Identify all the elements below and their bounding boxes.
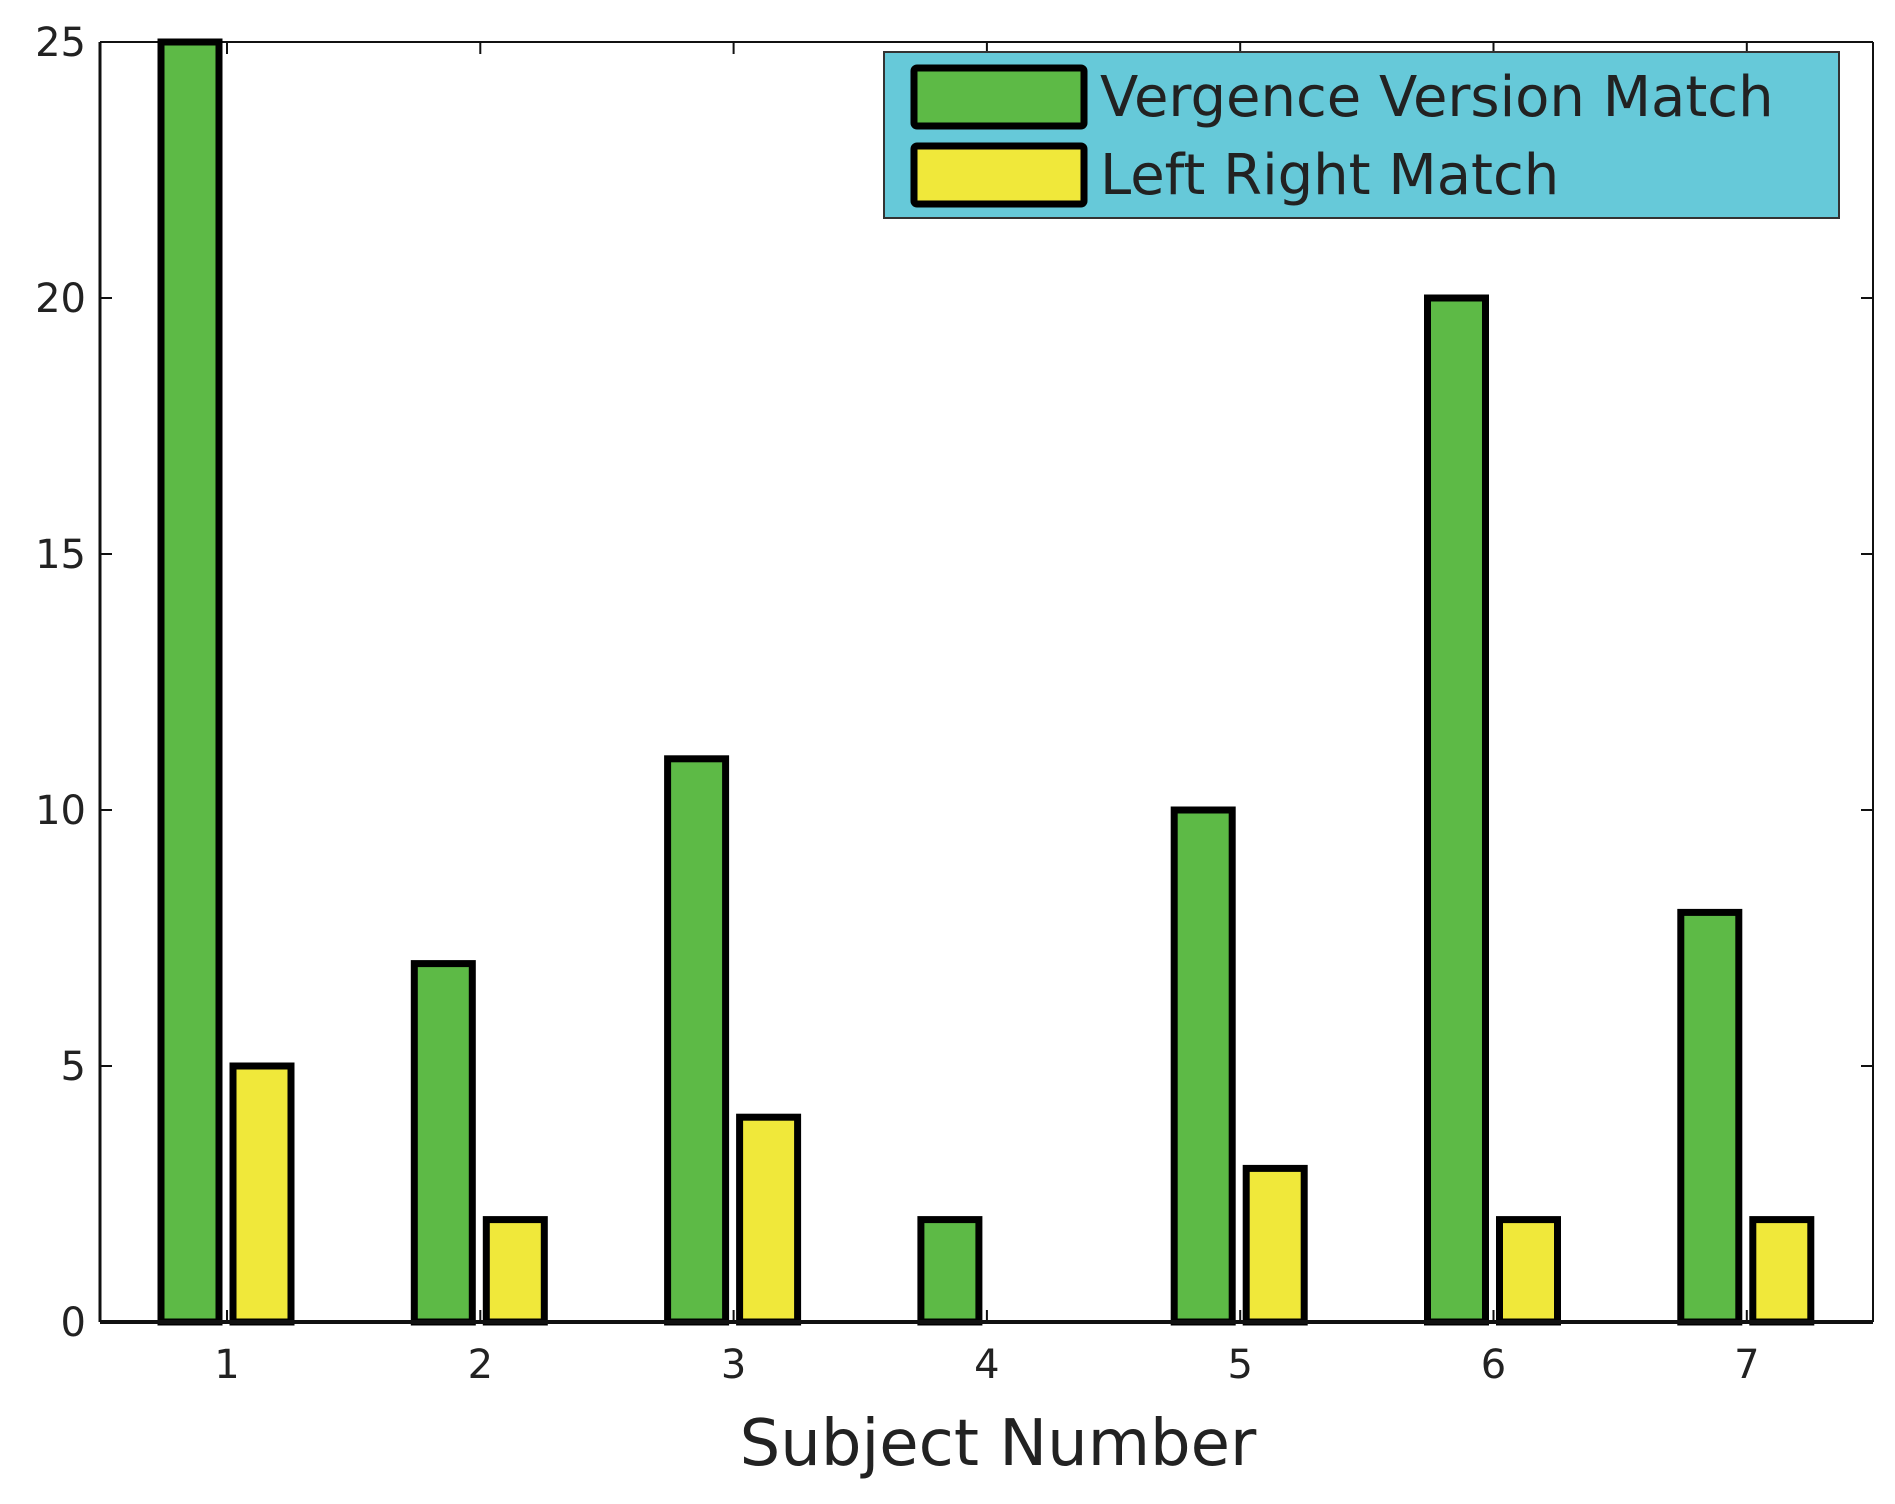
legend: Vergence Version Match Left Right Match xyxy=(883,51,1840,219)
bar-s1-c1 xyxy=(157,38,223,1326)
legend-label-s2: Left Right Match xyxy=(1100,143,1559,208)
bar-s2-c7 xyxy=(1749,1216,1815,1326)
bars-layer xyxy=(157,38,1815,1326)
y-tick-label: 20 xyxy=(35,276,86,322)
bar-s1-c4 xyxy=(917,1216,983,1326)
bar-s2-c5 xyxy=(1242,1164,1308,1326)
y-tick-label: 10 xyxy=(35,788,86,834)
bar-s2-c3 xyxy=(736,1113,802,1326)
y-tick-label: 25 xyxy=(35,20,86,66)
y-tick-label: 0 xyxy=(61,1300,86,1346)
legend-swatch-s1 xyxy=(910,64,1088,130)
y-tick-label: 15 xyxy=(35,532,86,578)
legend-swatch-s2 xyxy=(910,142,1088,208)
bar-s1-c3 xyxy=(664,755,730,1326)
x-tick-label: 4 xyxy=(974,1342,999,1388)
x-tick-label: 3 xyxy=(721,1342,746,1388)
plot-frame-layer xyxy=(100,41,1874,1322)
bar-s2-c1 xyxy=(229,1062,295,1326)
x-tick-label: 7 xyxy=(1734,1342,1759,1388)
y-tick-label: 5 xyxy=(61,1044,86,1090)
bar-s1-c5 xyxy=(1170,806,1236,1326)
bar-s2-c6 xyxy=(1496,1216,1561,1326)
bar-s1-c7 xyxy=(1677,908,1743,1326)
bar-s2-c2 xyxy=(482,1216,548,1326)
x-tick-label: 5 xyxy=(1227,1342,1252,1388)
legend-label-s1: Vergence Version Match xyxy=(1100,65,1774,130)
x-axis-title: Subject Number xyxy=(740,1407,1257,1481)
x-tick-label: 2 xyxy=(468,1342,493,1388)
x-tick-label: 1 xyxy=(214,1342,239,1388)
bar-s1-c6 xyxy=(1424,294,1489,1326)
bar-s1-c2 xyxy=(410,960,476,1326)
x-tick-label: 6 xyxy=(1481,1342,1506,1388)
axes-layer: 0 5 10 15 20 25 1 2 3 4 5 6 7 xyxy=(35,20,1873,1388)
